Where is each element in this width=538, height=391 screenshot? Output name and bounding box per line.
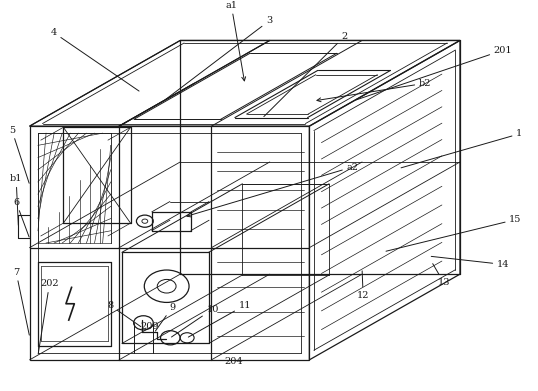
Text: a2: a2 <box>187 163 358 217</box>
Text: 3: 3 <box>165 16 272 100</box>
Text: 202: 202 <box>38 280 59 354</box>
Text: 204: 204 <box>225 357 243 366</box>
Text: 9: 9 <box>155 303 175 331</box>
Text: 15: 15 <box>386 215 522 251</box>
Text: b2: b2 <box>317 79 431 102</box>
Text: 13: 13 <box>433 264 450 287</box>
Text: 10: 10 <box>172 305 219 337</box>
Text: 14: 14 <box>431 256 509 269</box>
Text: 1: 1 <box>401 129 522 168</box>
Text: b1: b1 <box>10 174 23 225</box>
Text: 5: 5 <box>9 126 29 183</box>
Text: 11: 11 <box>188 301 251 337</box>
Text: 12: 12 <box>357 271 370 300</box>
Text: 8: 8 <box>107 301 141 327</box>
Text: 7: 7 <box>13 268 29 335</box>
Text: 4: 4 <box>51 28 139 91</box>
Text: 2: 2 <box>264 32 348 117</box>
Text: 201: 201 <box>356 46 512 100</box>
Text: a1: a1 <box>225 1 246 81</box>
Text: 6: 6 <box>13 197 29 237</box>
Text: 209: 209 <box>140 322 159 331</box>
